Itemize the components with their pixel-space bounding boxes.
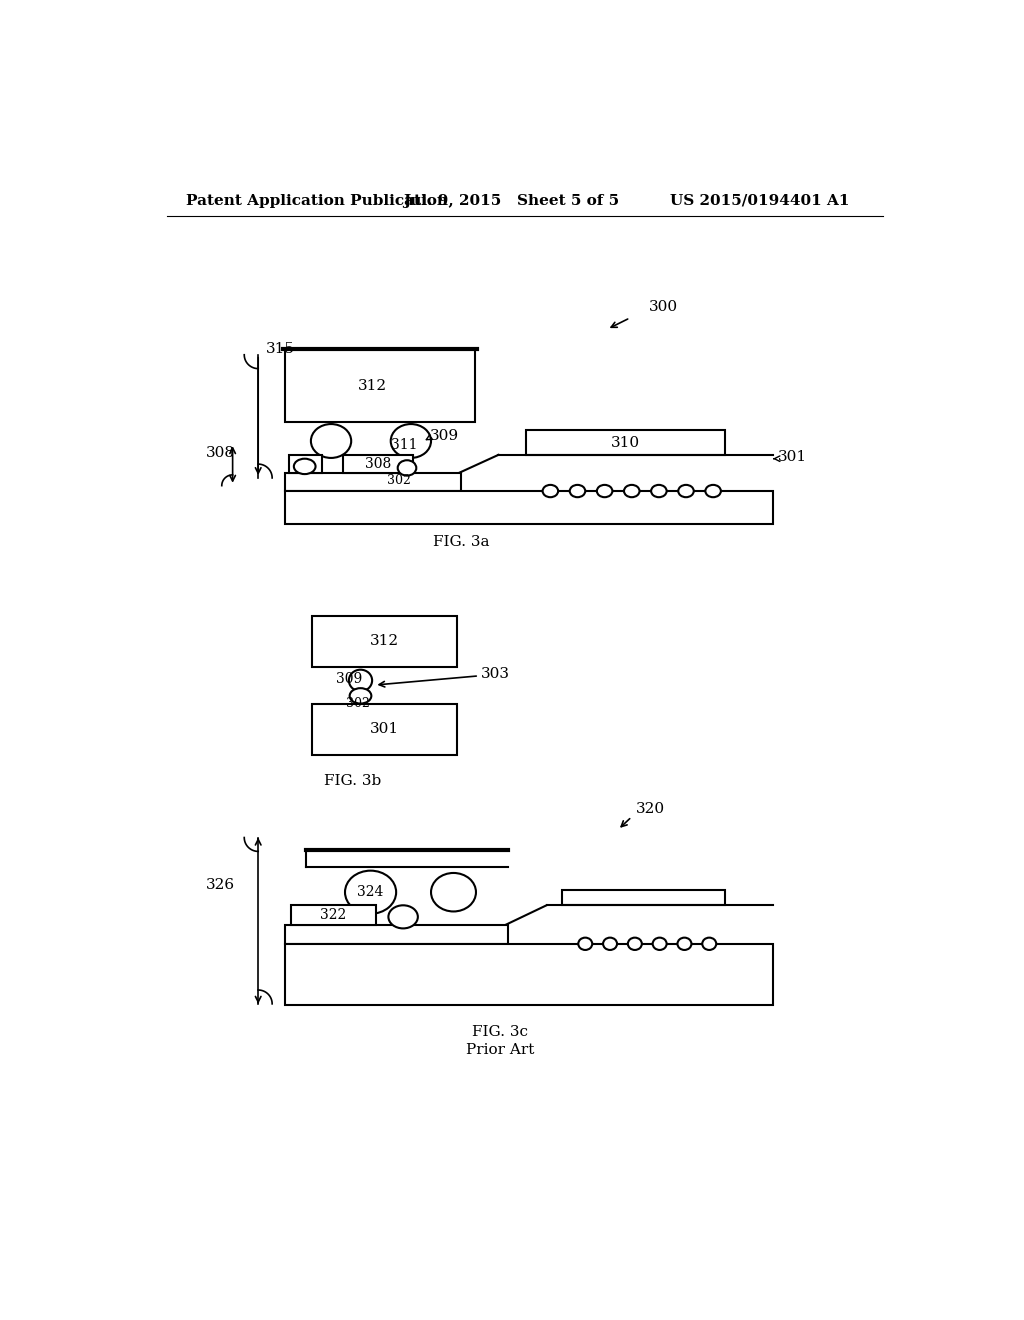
Bar	[285, 944, 773, 1006]
Ellipse shape	[431, 873, 476, 911]
Bar	[285, 924, 508, 944]
Bar	[285, 350, 475, 422]
Text: 311: 311	[391, 438, 418, 451]
Text: 309: 309	[430, 429, 460, 442]
Ellipse shape	[311, 424, 351, 458]
Bar	[311, 615, 458, 667]
Ellipse shape	[678, 937, 691, 950]
Text: 301: 301	[777, 450, 807, 465]
Ellipse shape	[652, 937, 667, 950]
Ellipse shape	[345, 871, 396, 913]
Text: 308: 308	[206, 446, 234, 461]
Bar	[311, 704, 458, 755]
Ellipse shape	[579, 937, 592, 950]
Ellipse shape	[706, 484, 721, 498]
Bar	[525, 430, 725, 455]
Bar	[291, 906, 376, 924]
Text: 300: 300	[649, 300, 678, 314]
Bar	[289, 455, 322, 473]
Ellipse shape	[294, 459, 315, 474]
Ellipse shape	[349, 688, 372, 704]
Text: 322: 322	[321, 908, 346, 921]
Text: FIG. 3a: FIG. 3a	[433, 535, 489, 549]
Ellipse shape	[349, 669, 372, 692]
Ellipse shape	[678, 484, 693, 498]
Ellipse shape	[603, 937, 617, 950]
Text: Jul. 9, 2015   Sheet 5 of 5: Jul. 9, 2015 Sheet 5 of 5	[403, 194, 620, 207]
Ellipse shape	[388, 906, 418, 928]
Text: 308: 308	[366, 457, 391, 471]
Text: 312: 312	[357, 379, 387, 392]
Text: 312: 312	[370, 634, 399, 648]
Ellipse shape	[397, 461, 417, 475]
Bar	[285, 473, 461, 491]
Text: Patent Application Publication: Patent Application Publication	[186, 194, 449, 207]
Ellipse shape	[628, 937, 642, 950]
Ellipse shape	[391, 424, 431, 458]
Text: US 2015/0194401 A1: US 2015/0194401 A1	[671, 194, 850, 207]
Ellipse shape	[597, 484, 612, 498]
Text: FIG. 3b: FIG. 3b	[325, 774, 381, 788]
Text: 302: 302	[387, 474, 412, 487]
Text: 324: 324	[357, 886, 384, 899]
Ellipse shape	[651, 484, 667, 498]
Ellipse shape	[543, 484, 558, 498]
Text: 326: 326	[206, 878, 234, 891]
Text: 309: 309	[336, 672, 361, 686]
Bar	[343, 455, 414, 473]
Text: 302: 302	[346, 697, 370, 710]
Text: 310: 310	[610, 436, 640, 450]
Text: 320: 320	[636, 803, 665, 816]
Ellipse shape	[702, 937, 716, 950]
Text: 303: 303	[480, 668, 510, 681]
Text: Prior Art: Prior Art	[466, 1043, 535, 1057]
Bar	[285, 491, 773, 524]
Ellipse shape	[624, 484, 640, 498]
Text: 301: 301	[370, 722, 399, 737]
Text: 315: 315	[266, 342, 295, 356]
Text: FIG. 3c: FIG. 3c	[472, 1026, 528, 1039]
Bar	[562, 890, 725, 906]
Ellipse shape	[569, 484, 586, 498]
